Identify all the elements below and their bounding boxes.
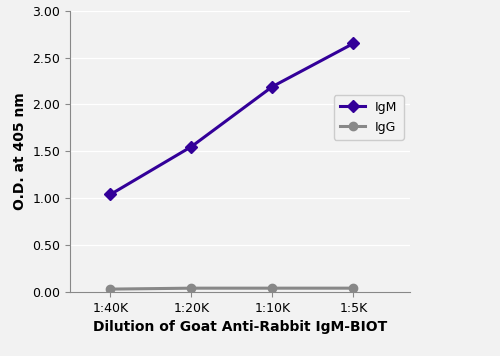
X-axis label: Dilution of Goat Anti-Rabbit IgM-BIOT: Dilution of Goat Anti-Rabbit IgM-BIOT xyxy=(93,320,387,334)
IgG xyxy=(270,286,276,290)
IgG xyxy=(350,286,356,290)
IgG xyxy=(188,286,194,290)
Y-axis label: O.D. at 405 nm: O.D. at 405 nm xyxy=(12,93,26,210)
IgM xyxy=(108,192,114,197)
Line: IgM: IgM xyxy=(106,39,358,199)
Legend: IgM, IgG: IgM, IgG xyxy=(334,95,404,140)
Line: IgG: IgG xyxy=(106,284,358,293)
IgM xyxy=(350,41,356,46)
IgM xyxy=(188,145,194,149)
IgM xyxy=(270,84,276,89)
IgG xyxy=(108,287,114,291)
